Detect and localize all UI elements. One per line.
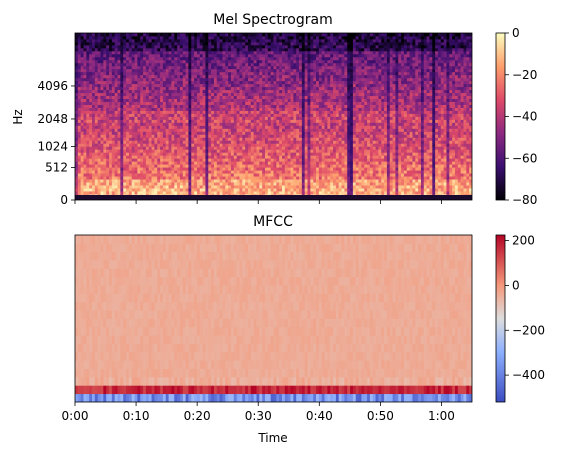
mfcc-xlabel: Time xyxy=(257,431,287,445)
mfcc-colorbar-tick-label: −400 xyxy=(512,368,545,382)
mfcc-heatmap xyxy=(75,235,472,402)
mfcc-xtick-label: 0:00 xyxy=(62,409,89,423)
mel-heatmap xyxy=(75,33,472,200)
mel-ytick-label: 0 xyxy=(60,193,68,207)
mel-ytick-label: 1024 xyxy=(37,140,68,154)
mel-colorbar-tick-label: −80 xyxy=(512,193,537,207)
mel-colorbar-ticks: 0 −20 −40 −60 −80 xyxy=(505,26,537,207)
mfcc-colorbar-tick-label: 0 xyxy=(512,278,520,292)
mfcc-colorbar xyxy=(495,234,506,403)
mfcc-xtick-label: 0:50 xyxy=(367,409,394,423)
mfcc-x-ticks: 0:00 0:10 0:20 0:30 0:40 0:50 1:00 xyxy=(62,402,455,423)
mfcc-xtick-label: 0:20 xyxy=(184,409,211,423)
mfcc-axes-frame xyxy=(74,234,473,403)
mel-ytick-label: 2048 xyxy=(37,112,68,126)
mfcc-title: MFCC xyxy=(253,214,293,230)
mel-axes-frame xyxy=(74,32,473,201)
mfcc-colorbar-tick-label: −200 xyxy=(512,323,545,337)
mel-x-ticks xyxy=(74,200,442,204)
mfcc-colorbar-tick-label: 200 xyxy=(512,234,535,248)
mfcc-xtick-label: 0:40 xyxy=(306,409,333,423)
mel-y-ticks: 0 512 1024 2048 4096 xyxy=(37,79,75,207)
mel-ytick-label: 4096 xyxy=(37,79,68,93)
mel-colorbar-tick-label: −20 xyxy=(512,68,537,82)
mfcc-xtick-label: 0:10 xyxy=(123,409,150,423)
mel-colorbar-tick-label: −40 xyxy=(512,110,537,124)
mel-colorbar-tick-label: −60 xyxy=(512,151,537,165)
mel-colorbar-tick-label: 0 xyxy=(512,26,520,40)
mfcc-colorbar-ticks: 200 0 −200 −400 xyxy=(505,234,545,382)
mel-title: Mel Spectrogram xyxy=(213,12,332,28)
mel-colorbar xyxy=(495,32,506,201)
mel-ylabel: Hz xyxy=(11,109,25,124)
mfcc-xtick-label: 0:30 xyxy=(245,409,272,423)
mfcc-xtick-label: 1:00 xyxy=(428,409,455,423)
mel-ytick-label: 512 xyxy=(45,160,68,174)
